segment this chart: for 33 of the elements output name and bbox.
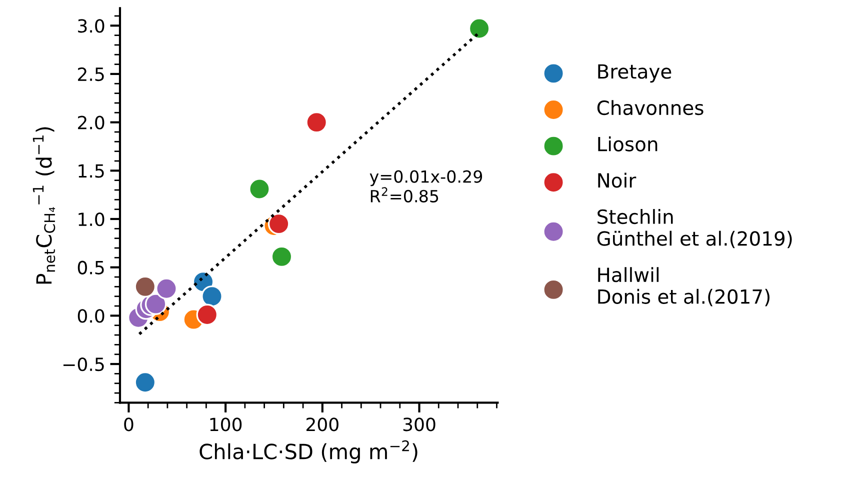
point (248, 178, 270, 200)
annotation: R$^{2}$=0.85 (370, 187, 438, 202)
y-tick-label: 1.0 (78, 212, 104, 226)
y-tick-label: 3.0 (78, 19, 104, 33)
y-tick-label: 2.0 (78, 116, 104, 130)
point (156, 278, 178, 300)
y-tick-label: 0.5 (78, 260, 104, 274)
point (201, 285, 223, 308)
x-tick-label: 100 (210, 418, 242, 432)
point (268, 212, 290, 235)
point (468, 18, 490, 40)
legend-label: Stechlin Günthel et al.(2019) (597, 209, 792, 248)
x-tick-label: 200 (306, 418, 338, 432)
point (134, 371, 156, 394)
point (144, 293, 167, 315)
legend-label: Bretaye (598, 64, 672, 83)
y-tick-label: −0.5 (63, 357, 104, 372)
legend-label: Hallwil Donis et al.(2017) (598, 267, 770, 306)
x-axis-title: Chla·LC·SD (mg m$^{−2}$) (200, 440, 418, 464)
legend-label: Lioson (598, 136, 658, 152)
y-tick-label: 2.5 (78, 67, 104, 82)
y-axis-title: P$_{net}$C$_{CH₄}$$^{−1}$ (d$^{−1}$) (32, 127, 56, 284)
point (306, 111, 328, 134)
y-tick-label: 1.5 (78, 164, 104, 178)
x-tick-label: 0 (124, 418, 134, 432)
legend-label: Chavonnes (597, 100, 704, 116)
y-tick-label: 0.0 (78, 309, 104, 323)
x-tick-label: 300 (403, 418, 436, 432)
point (196, 304, 218, 326)
annotation: y=0.01x-0.29 (370, 170, 482, 186)
point (134, 276, 156, 298)
point (270, 246, 293, 268)
legend-label: Noir (598, 172, 636, 188)
